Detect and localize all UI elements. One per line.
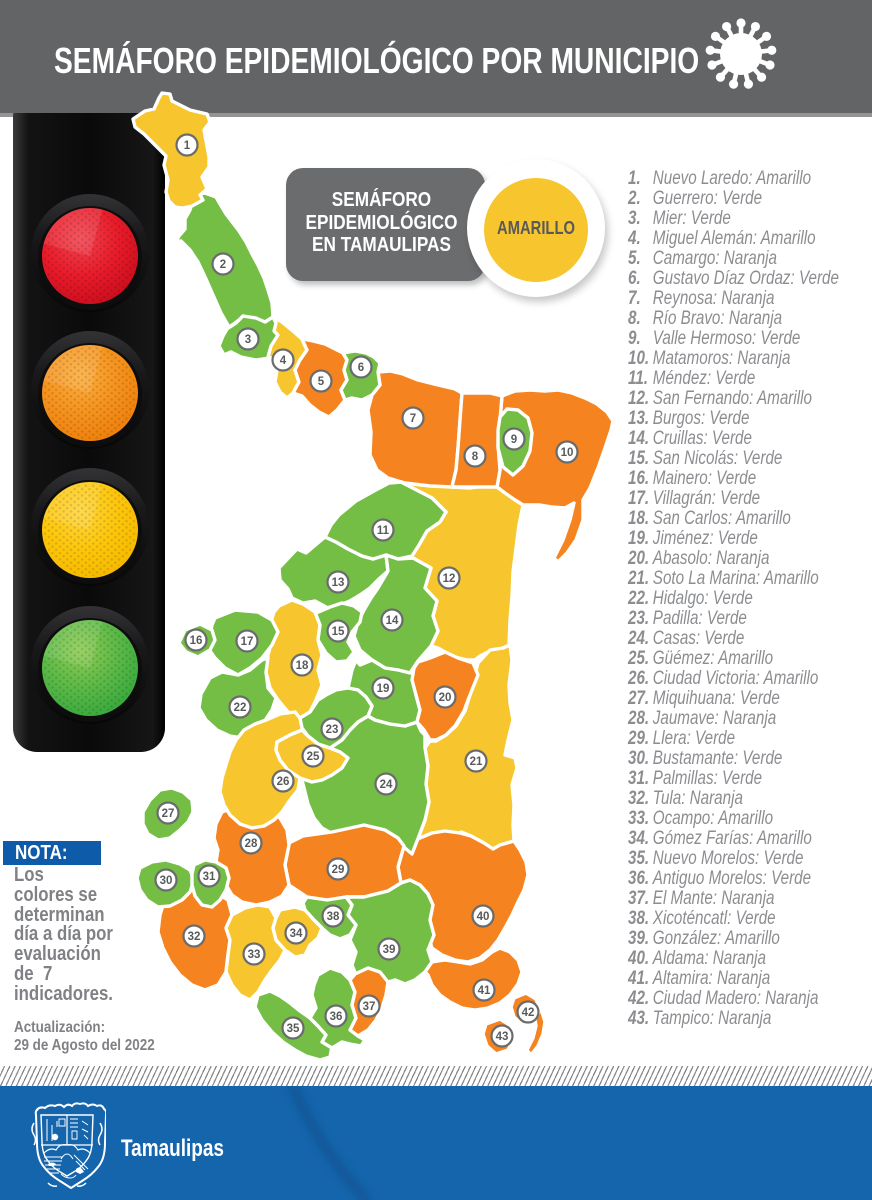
svg-text:1: 1 bbox=[184, 140, 191, 152]
svg-text:25: 25 bbox=[307, 751, 320, 763]
svg-text:23: 23 bbox=[326, 724, 339, 736]
svg-text:29: 29 bbox=[332, 864, 345, 876]
svg-text:11: 11 bbox=[377, 525, 390, 537]
svg-text:42: 42 bbox=[522, 1007, 535, 1019]
svg-text:33: 33 bbox=[248, 949, 261, 961]
svg-text:31: 31 bbox=[203, 871, 216, 883]
svg-text:19: 19 bbox=[377, 683, 390, 695]
svg-text:14: 14 bbox=[386, 615, 399, 627]
svg-text:7: 7 bbox=[410, 413, 416, 425]
svg-text:34: 34 bbox=[290, 928, 303, 940]
svg-text:27: 27 bbox=[162, 808, 175, 820]
svg-text:36: 36 bbox=[330, 1011, 343, 1023]
svg-text:40: 40 bbox=[477, 911, 490, 923]
svg-text:35: 35 bbox=[287, 1023, 300, 1035]
svg-text:26: 26 bbox=[277, 776, 290, 788]
svg-text:3: 3 bbox=[245, 334, 251, 346]
svg-text:20: 20 bbox=[439, 692, 452, 704]
svg-text:6: 6 bbox=[358, 362, 364, 374]
svg-text:5: 5 bbox=[318, 376, 325, 388]
svg-text:2: 2 bbox=[220, 259, 226, 271]
svg-text:9: 9 bbox=[511, 434, 517, 446]
svg-text:4: 4 bbox=[280, 355, 287, 367]
svg-text:10: 10 bbox=[561, 447, 574, 459]
svg-text:32: 32 bbox=[188, 931, 201, 943]
svg-text:18: 18 bbox=[296, 660, 309, 672]
svg-text:22: 22 bbox=[234, 702, 247, 714]
svg-text:12: 12 bbox=[443, 573, 456, 585]
svg-text:21: 21 bbox=[470, 756, 483, 768]
svg-text:8: 8 bbox=[472, 451, 479, 463]
svg-text:39: 39 bbox=[383, 944, 396, 956]
svg-text:38: 38 bbox=[327, 911, 340, 923]
svg-text:28: 28 bbox=[245, 838, 258, 850]
svg-text:24: 24 bbox=[380, 779, 393, 791]
svg-text:37: 37 bbox=[363, 1001, 376, 1013]
svg-text:41: 41 bbox=[478, 985, 491, 997]
svg-text:16: 16 bbox=[190, 635, 203, 647]
svg-text:43: 43 bbox=[496, 1031, 509, 1043]
svg-text:13: 13 bbox=[332, 577, 345, 589]
svg-text:17: 17 bbox=[241, 636, 254, 648]
svg-text:30: 30 bbox=[160, 875, 173, 887]
svg-text:15: 15 bbox=[332, 626, 345, 638]
